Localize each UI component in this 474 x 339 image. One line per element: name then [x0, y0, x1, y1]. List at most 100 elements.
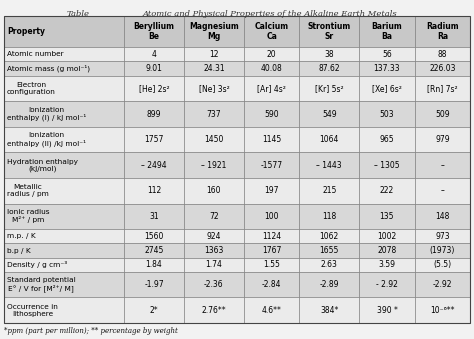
Bar — [299, 153, 359, 178]
Text: – 2494: – 2494 — [141, 161, 167, 170]
Text: –: – — [440, 186, 444, 195]
Bar — [244, 76, 299, 101]
Bar — [359, 76, 415, 101]
Bar — [299, 76, 359, 101]
Text: Density / g cm⁻³: Density / g cm⁻³ — [7, 261, 67, 268]
Bar — [299, 178, 359, 204]
Text: Beryllium
Be: Beryllium Be — [134, 22, 174, 41]
Bar — [124, 153, 184, 178]
Text: Electron
configuration: Electron configuration — [7, 82, 56, 95]
Bar — [299, 297, 359, 323]
Bar — [4, 297, 124, 323]
Bar — [244, 61, 299, 76]
Bar — [359, 16, 415, 47]
Text: [Xe] 6s²: [Xe] 6s² — [372, 84, 402, 93]
Bar — [244, 101, 299, 127]
Text: 1062: 1062 — [319, 232, 339, 241]
Text: – 1921: – 1921 — [201, 161, 227, 170]
Text: 965: 965 — [380, 135, 394, 144]
Text: 12: 12 — [209, 50, 219, 59]
Bar — [184, 229, 244, 243]
Bar — [124, 229, 184, 243]
Bar — [415, 204, 470, 229]
Bar — [4, 101, 124, 127]
Bar — [244, 258, 299, 272]
Text: 1757: 1757 — [144, 135, 164, 144]
Bar — [124, 101, 184, 127]
Bar — [244, 16, 299, 47]
Text: Strontium
Sr: Strontium Sr — [308, 22, 351, 41]
Text: 899: 899 — [146, 109, 161, 119]
Text: 112: 112 — [147, 186, 161, 195]
Bar — [184, 153, 244, 178]
Text: Barium
Ba: Barium Ba — [372, 22, 402, 41]
Text: 1.55: 1.55 — [263, 260, 280, 269]
Text: [He] 2s²: [He] 2s² — [138, 84, 169, 93]
Bar — [184, 243, 244, 258]
Bar — [244, 204, 299, 229]
Bar — [184, 47, 244, 61]
Text: -1577: -1577 — [261, 161, 283, 170]
Bar — [124, 258, 184, 272]
Text: 226.03: 226.03 — [429, 64, 456, 73]
Text: 2.76**: 2.76** — [201, 306, 226, 315]
Text: b.p / K: b.p / K — [7, 247, 31, 254]
Text: -1.97: -1.97 — [144, 280, 164, 289]
Text: 24.31: 24.31 — [203, 64, 225, 73]
Text: [Rn] 7s²: [Rn] 7s² — [427, 84, 457, 93]
Bar — [4, 47, 124, 61]
Text: Atomic number: Atomic number — [7, 52, 64, 57]
Text: 72: 72 — [209, 212, 219, 221]
Bar — [184, 258, 244, 272]
Bar — [4, 61, 124, 76]
Bar — [184, 178, 244, 204]
Bar — [359, 297, 415, 323]
Bar — [184, 76, 244, 101]
Bar — [4, 272, 124, 297]
Text: 87.62: 87.62 — [319, 64, 340, 73]
Text: 56: 56 — [382, 50, 392, 59]
Bar — [415, 258, 470, 272]
Text: 1560: 1560 — [144, 232, 164, 241]
Bar — [124, 243, 184, 258]
Text: 1767: 1767 — [262, 246, 281, 255]
Bar — [415, 76, 470, 101]
Text: 979: 979 — [435, 135, 450, 144]
Text: Property: Property — [7, 27, 45, 36]
Bar — [415, 16, 470, 47]
Text: –: – — [440, 161, 444, 170]
Text: – 1443: – 1443 — [317, 161, 342, 170]
Bar — [124, 127, 184, 153]
Bar — [184, 127, 244, 153]
Bar — [124, 204, 184, 229]
Bar — [244, 178, 299, 204]
Bar — [359, 47, 415, 61]
Text: 148: 148 — [435, 212, 449, 221]
Bar — [4, 153, 124, 178]
Text: 88: 88 — [438, 50, 447, 59]
Text: 1363: 1363 — [204, 246, 224, 255]
Text: 40.08: 40.08 — [261, 64, 283, 73]
Bar — [415, 127, 470, 153]
Text: Magnesium
Mg: Magnesium Mg — [189, 22, 239, 41]
Bar — [4, 16, 124, 47]
Bar — [359, 204, 415, 229]
Text: [Ar] 4s²: [Ar] 4s² — [257, 84, 286, 93]
Text: - 2.92: - 2.92 — [376, 280, 398, 289]
Text: Standard potential
E° / V for [M²⁺/ M]: Standard potential E° / V for [M²⁺/ M] — [7, 277, 76, 292]
Text: 222: 222 — [380, 186, 394, 195]
Text: -2.89: -2.89 — [319, 280, 339, 289]
Text: 384*: 384* — [320, 306, 338, 315]
Text: m.p. / K: m.p. / K — [7, 233, 36, 239]
Text: Atomic and Physical Properties of the Alkaline Earth Metals: Atomic and Physical Properties of the Al… — [142, 10, 397, 18]
Text: 1064: 1064 — [319, 135, 339, 144]
Bar — [359, 229, 415, 243]
Text: Ionic radius
M²⁺ / pm: Ionic radius M²⁺ / pm — [7, 210, 49, 223]
Text: -2.36: -2.36 — [204, 280, 224, 289]
Bar — [415, 178, 470, 204]
Text: 1124: 1124 — [262, 232, 281, 241]
Bar — [415, 243, 470, 258]
Text: 2.63: 2.63 — [321, 260, 337, 269]
Text: 118: 118 — [322, 212, 337, 221]
Bar — [359, 153, 415, 178]
